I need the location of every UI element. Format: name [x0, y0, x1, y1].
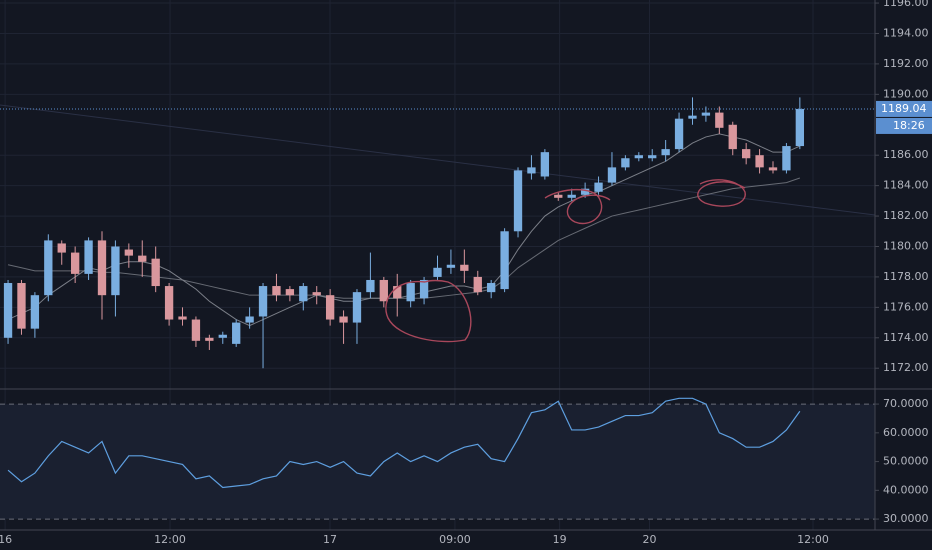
- candle-body: [768, 167, 778, 171]
- candle-body: [312, 292, 321, 296]
- moving-average: [7, 133, 801, 327]
- candle-body: [782, 146, 791, 171]
- candle-body: [433, 267, 442, 277]
- y-tick-label: 50.0000: [883, 455, 929, 468]
- y-tick-label: 30.0000: [883, 512, 929, 525]
- drawing-circle: [697, 179, 746, 207]
- candle-body: [44, 240, 53, 296]
- candle-body: [352, 292, 362, 323]
- candle-body: [205, 337, 214, 341]
- candle-body: [554, 194, 563, 198]
- x-tick-label: 17: [323, 533, 337, 546]
- candle-body: [446, 264, 456, 268]
- x-tick-label: 12:00: [797, 533, 829, 546]
- candle-body: [621, 158, 630, 168]
- candle-body: [580, 188, 590, 195]
- last-price-label: 1189.04: [881, 102, 927, 115]
- candle-body: [232, 322, 241, 344]
- x-tick-label: 20: [643, 533, 657, 546]
- last-price-box: [876, 100, 932, 117]
- y-tick-label: 1172.00: [883, 361, 929, 374]
- drawing-circle: [385, 279, 472, 343]
- candle-body: [258, 286, 268, 317]
- candle-body: [30, 295, 40, 329]
- candle-body: [272, 286, 281, 296]
- candle-body: [527, 167, 536, 174]
- candle-body: [540, 152, 550, 177]
- candle-body: [124, 249, 133, 256]
- candle-body: [379, 279, 388, 302]
- candle-body: [406, 283, 415, 302]
- candle-body: [178, 316, 187, 320]
- candle-body: [634, 155, 643, 159]
- candle-body: [218, 334, 227, 338]
- candle-body: [57, 243, 66, 253]
- y-tick-label: 1174.00: [883, 331, 929, 344]
- candle-body: [701, 112, 711, 116]
- drawing-circle: [544, 189, 611, 225]
- plot-area: [0, 97, 875, 489]
- candle-body: [688, 115, 697, 119]
- candle-body: [795, 108, 805, 147]
- candle-body: [460, 264, 469, 271]
- candle-body: [473, 276, 482, 293]
- candle-body: [607, 167, 617, 183]
- candle-body: [299, 286, 308, 302]
- countdown-box: [876, 117, 932, 134]
- candle-body: [513, 170, 523, 232]
- candle-body: [567, 194, 576, 198]
- candle-body: [393, 286, 402, 299]
- candle-body: [84, 240, 93, 274]
- candle-body: [111, 246, 120, 296]
- y-tick-label: 1180.00: [883, 239, 929, 252]
- y-tick-label: 1190.00: [883, 87, 929, 100]
- candle-body: [17, 283, 26, 329]
- candle-body: [97, 240, 107, 296]
- candle-body: [245, 316, 254, 323]
- x-tick-label: 09:00: [439, 533, 471, 546]
- y-tick-label: 1182.00: [883, 209, 929, 222]
- candle-body: [755, 155, 764, 168]
- y-tick-label: 1192.00: [883, 57, 929, 70]
- y-tick-label: 60.0000: [883, 426, 929, 439]
- candle-body: [339, 316, 348, 323]
- x-tick-label: 16: [0, 533, 12, 546]
- moving-average: [7, 177, 801, 299]
- x-tick-label: 12:00: [154, 533, 186, 546]
- candle-body: [138, 255, 147, 262]
- candle-body: [285, 289, 295, 296]
- y-tick-label: 1176.00: [883, 300, 929, 313]
- candle-body: [500, 231, 509, 290]
- candle-body: [151, 258, 160, 287]
- y-tick-label: 70.0000: [883, 397, 929, 410]
- candle-body: [594, 182, 603, 192]
- candle-body: [3, 283, 13, 338]
- candle-body: [70, 252, 80, 274]
- y-tick-label: 1196.00: [883, 0, 929, 9]
- candle-body: [661, 149, 670, 156]
- candle-body: [191, 319, 201, 341]
- candle-body: [674, 118, 684, 150]
- candle-body: [419, 279, 429, 299]
- x-tick-label: 19: [553, 533, 567, 546]
- candle-body: [742, 149, 751, 159]
- candle-body: [648, 155, 657, 159]
- candle-body: [366, 279, 375, 293]
- y-tick-label: 40.0000: [883, 483, 929, 496]
- y-tick-label: 1178.00: [883, 270, 929, 283]
- trend-line: [0, 104, 876, 216]
- candle-body: [325, 295, 335, 320]
- rsi-line: [7, 397, 801, 489]
- candle-body: [728, 124, 737, 150]
- countdown-label: 18:26: [893, 119, 925, 132]
- y-tick-label: 1184.00: [883, 179, 929, 192]
- candle-body: [164, 286, 174, 320]
- candle-body: [487, 283, 496, 293]
- y-tick-label: 1194.00: [883, 26, 929, 39]
- y-tick-label: 1186.00: [883, 148, 929, 161]
- candle-body: [715, 112, 724, 128]
